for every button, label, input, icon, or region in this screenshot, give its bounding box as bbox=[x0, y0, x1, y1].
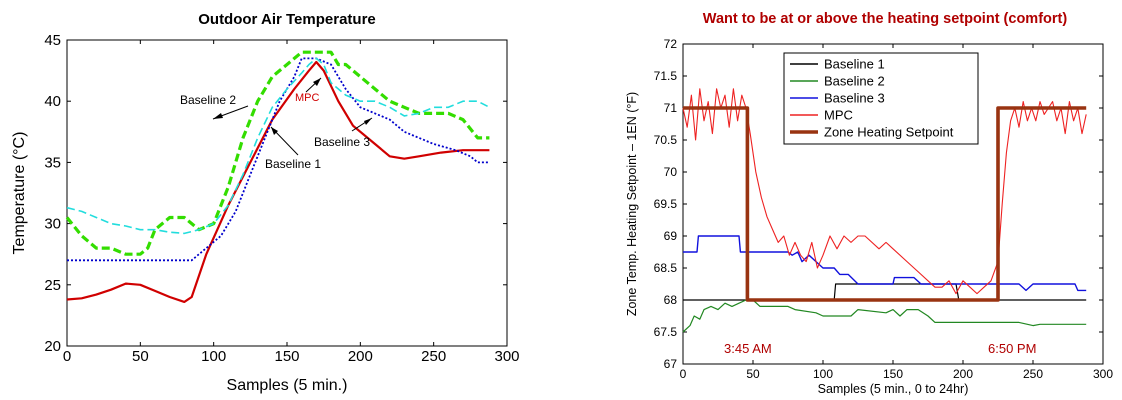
series-line-baseline-2 bbox=[65, 50, 490, 256]
legend-label: Baseline 1 bbox=[824, 57, 885, 72]
x-tick-label: 150 bbox=[883, 367, 903, 381]
y-tick-label: 71.5 bbox=[654, 69, 678, 83]
x-tick-label: 300 bbox=[1093, 367, 1113, 381]
annotation-baseline-3: Baseline 3 bbox=[314, 135, 370, 149]
arrow-head bbox=[271, 127, 278, 135]
x-tick-label: 200 bbox=[953, 367, 973, 381]
y-tick-label: 68 bbox=[664, 293, 678, 307]
series-line-baseline-2 bbox=[682, 299, 1087, 333]
chart-title: Outdoor Air Temperature bbox=[198, 11, 376, 28]
x-axis-label: Samples (5 min.) bbox=[227, 377, 348, 394]
y-tick-label: 71 bbox=[664, 101, 678, 115]
plot-lines bbox=[65, 50, 490, 303]
x-axis-label: Samples (5 min., 0 to 24hr) bbox=[818, 382, 969, 396]
x-tick-label: 150 bbox=[274, 348, 299, 365]
y-tick-label: 40 bbox=[44, 93, 61, 110]
legend-label: Baseline 3 bbox=[824, 91, 885, 106]
legend-label: MPC bbox=[824, 108, 853, 123]
plot-lines bbox=[682, 88, 1087, 333]
y-tick-label: 35 bbox=[44, 154, 61, 171]
series-line-baseline-1 bbox=[66, 60, 490, 303]
axis-ticks: 0 50 100 150 200 250 300 20 25 30 35 40 45 bbox=[44, 32, 519, 365]
y-axis-label: Zone Temp. Heating Setpoint – 1EN (°F) bbox=[625, 92, 639, 316]
arrow-head bbox=[313, 78, 321, 86]
x-tick-label: 50 bbox=[746, 367, 760, 381]
x-tick-label: 250 bbox=[421, 348, 446, 365]
x-tick-label: 300 bbox=[494, 348, 519, 365]
legend-label: Zone Heating Setpoint bbox=[824, 125, 954, 140]
y-tick-label: 72 bbox=[664, 37, 678, 51]
series-line-mpc bbox=[682, 88, 1087, 295]
series-line-zone-heating-setpoint bbox=[683, 106, 1087, 302]
x-tick-label: 250 bbox=[1023, 367, 1043, 381]
y-tick-label: 67 bbox=[664, 357, 678, 371]
outdoor-air-temperature-chart: Outdoor Air Temperature 0 50 100 150 200 250 3… bbox=[11, 11, 520, 394]
legend: Baseline 1 Baseline 2 Baseline 3 MPC Zone He… bbox=[783, 52, 979, 145]
legend-label: Baseline 2 bbox=[824, 74, 885, 89]
chart-title: Want to be at or above the heating setpo… bbox=[703, 11, 1068, 27]
y-tick-label: 70 bbox=[664, 165, 678, 179]
heating-setpoint-chart: Want to be at or above the heating setpo… bbox=[625, 11, 1113, 396]
x-tick-label: 0 bbox=[680, 367, 687, 381]
series-line-baseline-3 bbox=[683, 235, 1087, 292]
x-tick-label: 100 bbox=[813, 367, 833, 381]
y-tick-label: 70.5 bbox=[654, 133, 678, 147]
annotation-mpc: MPC bbox=[295, 92, 320, 104]
y-tick-label: 30 bbox=[44, 216, 61, 233]
y-tick-label: 20 bbox=[44, 338, 61, 355]
y-tick-label: 69 bbox=[664, 229, 678, 243]
x-tick-label: 100 bbox=[201, 348, 226, 365]
annotation-start-time: 3:45 AM bbox=[724, 341, 772, 356]
y-axis-label: Temperature (°C) bbox=[11, 132, 28, 255]
y-tick-label: 69.5 bbox=[654, 197, 678, 211]
axis-ticks: 0 50 100 150 200 250 300 67 67.5 68 68.5 69 69.5 70 70… bbox=[654, 37, 1114, 381]
x-tick-label: 200 bbox=[348, 348, 373, 365]
x-tick-label: 0 bbox=[63, 348, 71, 365]
annotation-baseline-1: Baseline 1 bbox=[265, 157, 321, 171]
y-tick-label: 67.5 bbox=[654, 325, 678, 339]
y-tick-label: 25 bbox=[44, 277, 61, 294]
plot-frame bbox=[66, 39, 508, 347]
arrow-head bbox=[213, 113, 223, 119]
annotation-baseline-2: Baseline 2 bbox=[180, 93, 236, 107]
y-tick-label: 45 bbox=[44, 32, 61, 49]
annotation-end-time: 6:50 PM bbox=[988, 341, 1036, 356]
arrow-head bbox=[364, 118, 372, 125]
y-tick-label: 68.5 bbox=[654, 261, 678, 275]
x-tick-label: 50 bbox=[132, 348, 149, 365]
series-line-mpc bbox=[66, 57, 490, 235]
